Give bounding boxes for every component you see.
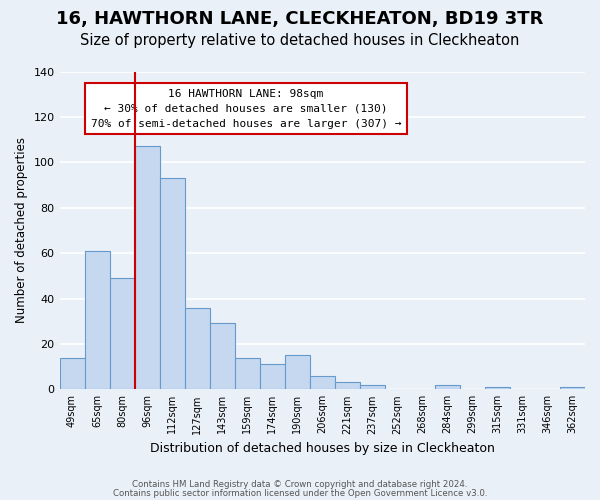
- Bar: [185, 308, 209, 390]
- Y-axis label: Number of detached properties: Number of detached properties: [15, 138, 28, 324]
- Bar: [209, 324, 235, 390]
- Bar: [134, 146, 160, 390]
- Bar: [285, 356, 310, 390]
- Bar: [310, 376, 335, 390]
- Text: 16, HAWTHORN LANE, CLECKHEATON, BD19 3TR: 16, HAWTHORN LANE, CLECKHEATON, BD19 3TR: [56, 10, 544, 28]
- Bar: [360, 385, 385, 390]
- Bar: [160, 178, 185, 390]
- Text: 16 HAWTHORN LANE: 98sqm
← 30% of detached houses are smaller (130)
70% of semi-d: 16 HAWTHORN LANE: 98sqm ← 30% of detache…: [91, 89, 401, 128]
- Bar: [335, 382, 360, 390]
- Text: Contains HM Land Registry data © Crown copyright and database right 2024.: Contains HM Land Registry data © Crown c…: [132, 480, 468, 489]
- Bar: [435, 385, 460, 390]
- Text: Size of property relative to detached houses in Cleckheaton: Size of property relative to detached ho…: [80, 32, 520, 48]
- X-axis label: Distribution of detached houses by size in Cleckheaton: Distribution of detached houses by size …: [150, 442, 495, 455]
- Bar: [85, 251, 110, 390]
- Text: Contains public sector information licensed under the Open Government Licence v3: Contains public sector information licen…: [113, 488, 487, 498]
- Bar: [235, 358, 260, 390]
- Bar: [560, 387, 585, 390]
- Bar: [59, 358, 85, 390]
- Bar: [485, 387, 510, 390]
- Bar: [260, 364, 285, 390]
- Bar: [110, 278, 134, 390]
